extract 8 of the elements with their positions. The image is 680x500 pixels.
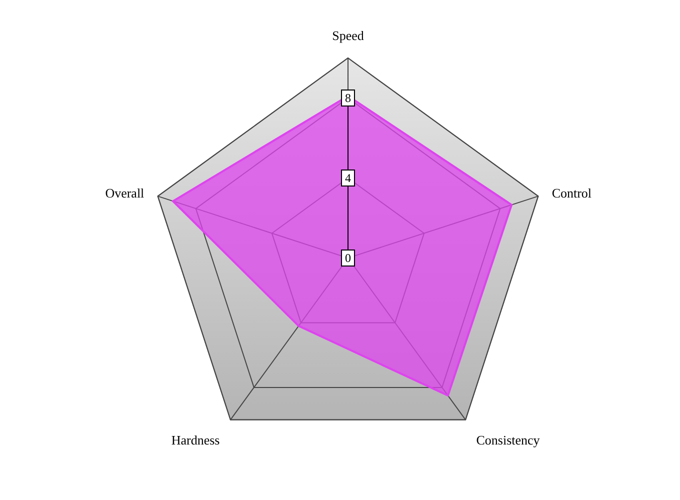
spoke-label: Hardness [171, 432, 220, 448]
spoke-label: Overall [105, 186, 145, 201]
y-tick-label: 4 [345, 171, 351, 185]
spoke-label: Control [552, 186, 592, 201]
y-tick-label: 8 [345, 91, 351, 105]
spoke-label: Consistency [476, 432, 540, 448]
spoke-label: Speed [332, 28, 364, 43]
y-tick-label: 0 [345, 251, 351, 265]
